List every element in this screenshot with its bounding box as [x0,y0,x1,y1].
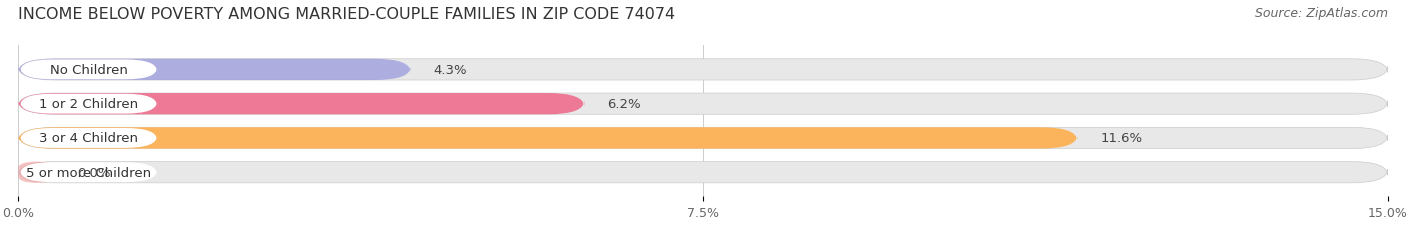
FancyBboxPatch shape [20,128,157,148]
FancyBboxPatch shape [20,60,157,80]
Text: 11.6%: 11.6% [1099,132,1142,145]
FancyBboxPatch shape [18,60,1388,81]
Text: 1 or 2 Children: 1 or 2 Children [39,98,138,111]
Text: INCOME BELOW POVERTY AMONG MARRIED-COUPLE FAMILIES IN ZIP CODE 74074: INCOME BELOW POVERTY AMONG MARRIED-COUPL… [18,7,675,22]
Text: 3 or 4 Children: 3 or 4 Children [39,132,138,145]
FancyBboxPatch shape [18,162,55,183]
FancyBboxPatch shape [18,60,411,81]
Text: 0.0%: 0.0% [77,166,111,179]
Text: 6.2%: 6.2% [607,98,641,111]
FancyBboxPatch shape [18,128,1388,149]
Text: 5 or more Children: 5 or more Children [27,166,150,179]
FancyBboxPatch shape [18,94,1388,115]
Text: 4.3%: 4.3% [433,64,467,76]
FancyBboxPatch shape [18,94,585,115]
FancyBboxPatch shape [20,94,157,114]
FancyBboxPatch shape [18,128,1077,149]
Text: No Children: No Children [49,64,128,76]
FancyBboxPatch shape [18,162,1388,183]
FancyBboxPatch shape [20,163,157,182]
Text: Source: ZipAtlas.com: Source: ZipAtlas.com [1254,7,1388,20]
